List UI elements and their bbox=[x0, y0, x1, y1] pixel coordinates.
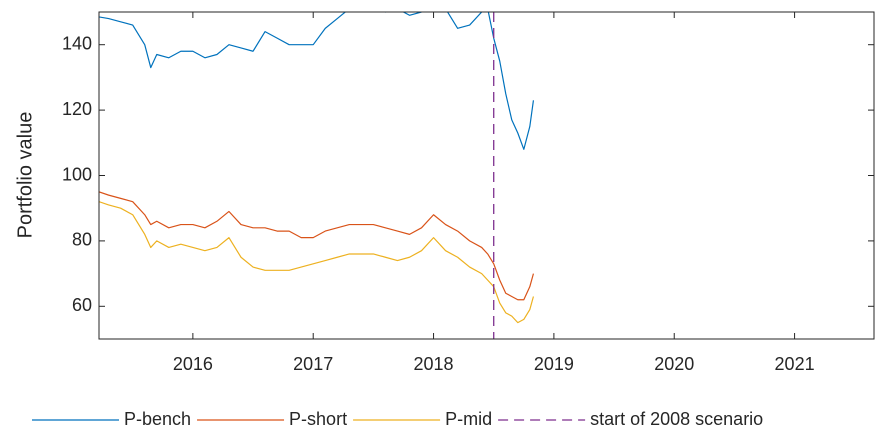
series-line bbox=[99, 12, 535, 150]
x-tick-label: 2017 bbox=[293, 354, 333, 374]
plot-area bbox=[99, 12, 535, 339]
y-tick-label: 140 bbox=[62, 33, 92, 53]
x-tick-label: 2020 bbox=[654, 354, 694, 374]
legend-label: P-short bbox=[289, 409, 347, 429]
y-axis-label: Portfolio value bbox=[14, 112, 36, 239]
y-tick-label: 60 bbox=[72, 295, 92, 315]
y-tick-label: 80 bbox=[72, 230, 92, 250]
x-tick-label: 2016 bbox=[173, 354, 213, 374]
x-tick-label: 2018 bbox=[414, 354, 454, 374]
legend-label: P-bench bbox=[124, 409, 191, 429]
series-line bbox=[99, 191, 535, 301]
x-tick-label: 2021 bbox=[775, 354, 815, 374]
y-tick-label: 100 bbox=[62, 164, 92, 184]
legend-label: start of 2008 scenario bbox=[590, 409, 763, 429]
x-tick-label: 2019 bbox=[534, 354, 574, 374]
series-line bbox=[99, 201, 535, 324]
plot-frame bbox=[98, 11, 875, 340]
y-tick-label: 120 bbox=[62, 99, 92, 119]
legend-label: P-mid bbox=[445, 409, 492, 429]
